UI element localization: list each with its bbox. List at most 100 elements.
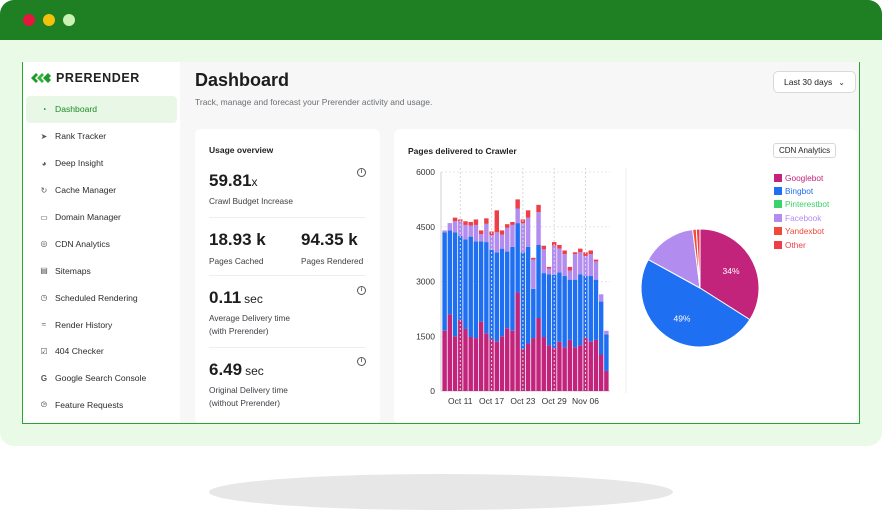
avg-delivery-info-icon[interactable]: i [357, 286, 366, 295]
bar-bingbot [541, 273, 546, 337]
pie-slice-other [695, 228, 701, 289]
bar-googlebot [478, 321, 484, 391]
bar-googlebot [484, 333, 489, 391]
legend-label: Other [785, 239, 806, 250]
bar-other [452, 217, 458, 222]
sidebar-item-404-checker[interactable]: ☑ 404 Checker [26, 338, 177, 365]
sidebar-item-render-history[interactable]: ≈ Render History [26, 311, 177, 338]
x-tick-label: Oct 23 [510, 396, 535, 406]
legend-item-yandexbot[interactable]: Yandexbot [774, 225, 829, 238]
bar-bingbot [478, 241, 484, 322]
legend-label: Bingbot [785, 186, 814, 197]
trend-icon: ≈ [41, 320, 47, 330]
bar-bingbot [588, 276, 593, 342]
tag-icon: ➤ [40, 131, 48, 141]
bar-googlebot [531, 338, 536, 391]
date-range-dropdown[interactable]: Last 30 days ⌄ [773, 71, 856, 93]
bar-facebook [505, 227, 510, 252]
bar-facebook [536, 212, 541, 245]
bar-facebook [484, 223, 489, 243]
usage-overview-title: Usage overview [209, 145, 274, 155]
bar-facebook [557, 248, 562, 273]
sidebar-item-dashboard[interactable]: ◔ Dashboard [26, 96, 177, 123]
legend-item-googlebot[interactable]: Googlebot [774, 171, 829, 184]
legend-label: Yandexbot [785, 226, 825, 237]
minimize-window-button[interactable] [43, 14, 55, 26]
bar-googlebot [578, 345, 583, 392]
chart-title: Pages delivered to Crawler [408, 146, 517, 156]
avg-delivery-sublabel: (with Prerender) [209, 326, 269, 336]
sidebar-item-cache-manager[interactable]: ↻ Cache Manager [26, 177, 177, 204]
brand-logo[interactable]: PRERENDER [31, 70, 140, 86]
sidebar-item-deep-insight[interactable]: ◕ Deep Insight [26, 150, 177, 177]
sidebar-item-cdn-analytics[interactable]: ◎ CDN Analytics [26, 230, 177, 257]
avg-delivery-label: Average Delivery time [209, 313, 291, 323]
device-shadow [209, 474, 673, 510]
pie-slice-bingbot [640, 258, 751, 348]
crawl-budget-value: 59.81x [209, 171, 258, 191]
legend-item-other[interactable]: Other [774, 238, 829, 251]
bar-googlebot [541, 336, 546, 391]
bar-other [484, 218, 489, 224]
bar-other [515, 199, 520, 209]
bar-other [531, 257, 536, 260]
bar-bingbot [593, 279, 599, 340]
legend-swatch [774, 200, 782, 209]
sidebar-item-label: Sitemaps [55, 265, 91, 276]
bar-facebook [478, 234, 484, 242]
sidebar-nav: ◔ Dashboard ➤ Rank Tracker ◕ Deep Insight ↻ Cac… [23, 96, 180, 419]
bar-other [505, 224, 510, 228]
orig-delivery-sublabel: (without Prerender) [209, 398, 281, 408]
y-tick-label: 4500 [416, 222, 435, 232]
legend-item-bingbot[interactable]: Bingbot [774, 184, 829, 197]
clock-icon: ◷ [40, 293, 48, 303]
bar-facebook [510, 224, 515, 247]
bar-other [578, 248, 583, 253]
bar-other [551, 242, 557, 246]
bar-facebook [546, 268, 552, 275]
y-tick-label: 0 [430, 386, 435, 396]
bar-bingbot [484, 242, 489, 334]
bar-facebook [447, 223, 453, 231]
bar-googlebot [458, 319, 463, 391]
sidebar-item-domain-manager[interactable]: ▭ Domain Manager [26, 204, 177, 231]
close-window-button[interactable] [23, 14, 35, 26]
gauge-icon: ◔ [41, 104, 47, 114]
pages-delivered-card: 0 1500 3000 4500 6000 Oct 11 Oct 17 Oct 23 Oct 2… [394, 129, 857, 423]
bar-googlebot [572, 347, 578, 391]
bar-googlebot [494, 341, 500, 391]
bar-googlebot [604, 370, 609, 391]
sidebar-item-label: Dashboard [55, 104, 98, 115]
sidebar-item-google-search-console[interactable]: G Google Search Console [26, 365, 177, 392]
sidebar-item-scheduled-rendering[interactable]: ◷ Scheduled Rendering [26, 284, 177, 311]
bar-googlebot [598, 354, 604, 391]
crawl-budget-info-icon[interactable]: i [357, 168, 366, 177]
bar-bingbot [557, 272, 562, 342]
orig-delivery-info-icon[interactable]: i [357, 357, 366, 366]
avg-delivery-number: 0.11 [209, 288, 242, 307]
compass-icon: ⧁ [40, 400, 48, 410]
legend-item-pinterestbot[interactable]: Pinterestbot [774, 198, 829, 211]
cdn-analytics-button[interactable]: CDN Analytics [773, 143, 837, 158]
bar-bingbot [578, 274, 583, 346]
sidebar-item-sitemaps[interactable]: ▤ Sitemaps [26, 257, 177, 284]
bar-other [478, 230, 484, 235]
legend-swatch [774, 240, 782, 249]
bar-other [536, 204, 541, 213]
bar-googlebot [536, 318, 541, 391]
x-tick-label: Nov 06 [572, 396, 599, 406]
sidebar-item-label: Scheduled Rendering [55, 292, 138, 303]
avg-delivery-unit: sec [244, 292, 263, 306]
pie-chart-icon: ◕ [41, 158, 47, 168]
sidebar-item-rank-tracker[interactable]: ➤ Rank Tracker [26, 123, 177, 150]
orig-delivery-unit: sec [245, 364, 264, 378]
legend-item-facebook[interactable]: Facebook [774, 211, 829, 224]
bar-other [510, 222, 515, 225]
bar-facebook [442, 230, 447, 233]
sidebar-item-feature-requests[interactable]: ⧁ Feature Requests [26, 392, 177, 419]
main-content: Dashboard Track, manage and forecast you… [180, 62, 859, 423]
maximize-window-button[interactable] [63, 14, 75, 26]
prerender-logo-icon [31, 73, 51, 83]
bar-bingbot [494, 252, 500, 342]
bar-bingbot [551, 274, 557, 348]
